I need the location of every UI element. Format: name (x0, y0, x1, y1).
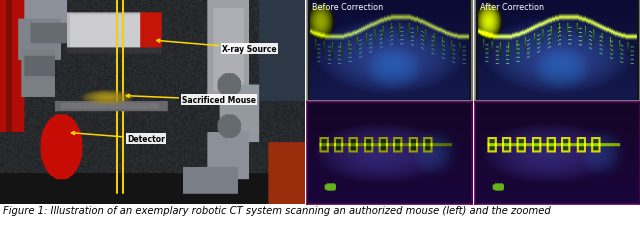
Text: Before Correction: Before Correction (312, 3, 383, 12)
Text: Sacrificed Mouse: Sacrificed Mouse (126, 95, 257, 105)
Text: Figure 1: Illustration of an exemplary robotic CT system scanning an authorized : Figure 1: Illustration of an exemplary r… (3, 205, 551, 215)
Text: X-ray Source: X-ray Source (157, 40, 277, 54)
Text: Detector: Detector (72, 132, 165, 143)
Text: After Correction: After Correction (479, 3, 543, 12)
